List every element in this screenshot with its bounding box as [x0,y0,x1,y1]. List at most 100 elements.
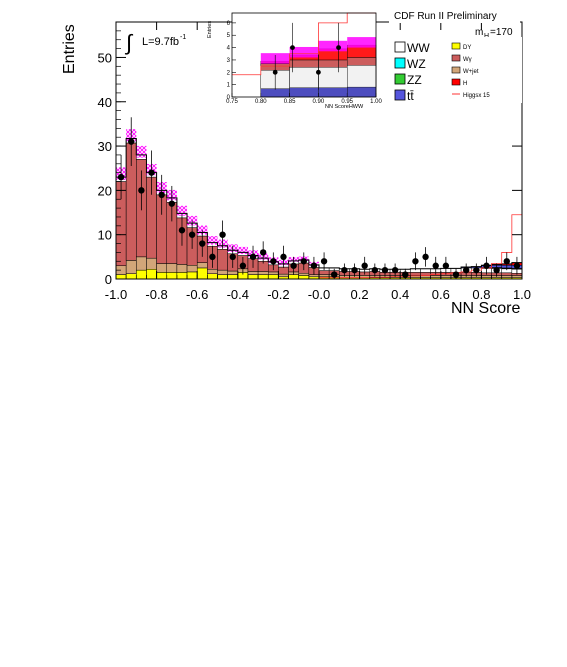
stack-bar [481,275,492,278]
mass-label-group: m H =170 [475,27,513,40]
inset-data-point [272,69,278,75]
stack-bar [125,273,137,280]
inset-wgamma-bar [289,59,319,68]
legend-swatch [394,73,406,85]
data-point [361,262,368,269]
data-point [249,253,257,261]
inset-frame [231,12,377,98]
stack-bar [136,256,147,271]
stack-bar [156,272,168,280]
stack-bar [186,271,198,280]
data-point [229,253,236,261]
x-tick-label: -0.4 [227,287,249,302]
inset-data-point [290,45,295,50]
stack-bar [247,271,259,275]
stack-bar [196,267,208,280]
data-point [290,262,297,269]
data-point [219,231,226,238]
inset-y-tick-label: 2 [227,70,231,76]
uncertainty-band [176,205,188,216]
inset-wgamma-bar [347,57,377,66]
legend-swatch [451,42,461,50]
stack-bar [227,274,239,280]
integral-symbol: ∫ [124,30,134,55]
x-tick-label: -1.0 [105,287,127,302]
data-point [351,266,358,274]
data-point [259,249,267,256]
lumi-label: L=9.7fb [142,36,179,48]
stack-bar [136,269,147,280]
stack-bar [278,273,289,278]
data-point [331,271,338,278]
inset-plot [232,12,377,98]
x-tick-label: -0.0 [308,287,330,302]
inset-x-tick-label: 1.00 [370,99,382,105]
stack-bar [430,275,442,278]
inset-y-axis: 0 1 2 3 4 5 6 [227,21,236,101]
stack-bar [156,263,168,273]
stack-bar [196,262,208,269]
data-point [199,240,206,247]
data-point [280,253,287,261]
legend-swatch [394,41,406,53]
stack-bar [318,270,330,275]
inset-y-tick-label: 6 [227,21,231,27]
inset-x-tick-label: 0.80 [255,99,267,105]
stack-bar [268,271,279,275]
inset-x-tick-label: 0.85 [284,99,296,105]
y-tick-label: 30 [98,139,112,154]
data-point [320,258,328,265]
stack-bar [298,272,310,276]
stack-bar [207,269,218,274]
data-point [128,138,135,145]
stack-bar [440,275,452,278]
stack-bar [420,268,431,273]
stack-bar [511,275,523,278]
stack-bar [318,274,330,278]
y-tick-label: 10 [98,228,112,243]
data-point [442,262,450,269]
y-axis-label: Entries [61,24,78,74]
legend-label: Wγ [463,57,472,63]
inset-uncertainty-band [318,40,348,52]
x-tick-label: 0.2 [351,287,369,302]
inset-y-axis-label: Entries [207,21,213,38]
y-tick-label: 50 [98,50,112,65]
inset-x-tick-label: 0.75 [226,99,238,105]
data-point [188,231,196,238]
mass-value: =170 [490,27,513,38]
inset-wgamma-bar [318,59,348,68]
x-tick-label: 1.0 [513,287,531,302]
y-tick-label: 0 [105,272,112,287]
x-tick-label: -0.2 [267,287,289,302]
inset-data-point [316,69,321,75]
stack-bar [115,274,127,280]
stack-bar [268,274,279,280]
stack-bar [207,273,218,280]
stack-bar [410,272,421,276]
uncertainty-band [136,145,147,158]
stack-bar [247,274,259,280]
legend-label: DY [463,45,471,51]
data-point [371,266,379,274]
inset-x-axis-label: NN ScoreHWW [325,104,364,110]
y-tick-label: 40 [98,95,112,110]
legend: WW WZ ZZ tt̄ DY Wγ W+jet H Higgsx 15 [391,37,522,103]
inset: 0.75 0.80 0.85 0.90 0.95 1.00 0 1 2 3 4 5 6 NN Scor… [207,12,382,110]
inset-y-tick-label: 3 [227,58,231,64]
uncertainty-band [207,236,218,245]
lumi-exponent: -1 [180,34,186,41]
x-axis-label: NN Score [451,300,520,317]
legend-label: tt̄ [407,89,414,103]
title-box: CDF Run II Preliminary [389,8,520,23]
data-point [209,253,216,261]
x-tick-label: 0.6 [432,287,450,302]
stack-bar [308,274,320,278]
x-tick-label: 0.8 [472,287,490,302]
stack-bar [257,271,269,275]
data-point [432,262,439,269]
stack-bar [217,249,228,271]
uncertainty-band [237,246,248,255]
